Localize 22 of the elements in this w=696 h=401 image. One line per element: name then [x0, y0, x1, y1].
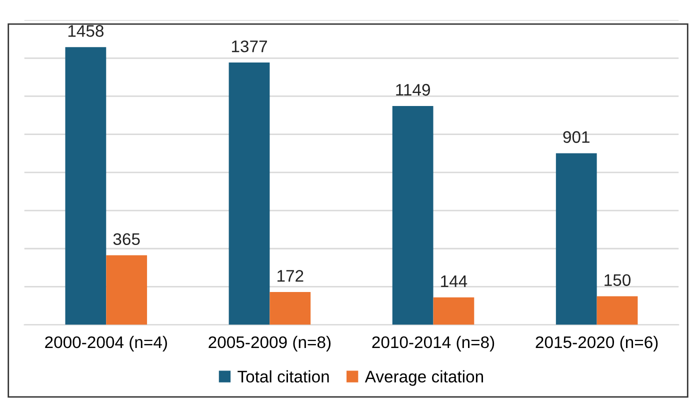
- x-tick-label: 2010-2014 (n=8): [372, 336, 494, 352]
- data-label: 365: [113, 233, 140, 246]
- x-tick-label: 2000-2004 (n=4): [45, 336, 167, 352]
- data-label: 150: [604, 274, 631, 286]
- x-tick-label: 2005-2009 (n=8): [208, 336, 331, 352]
- bar: [65, 47, 106, 325]
- bar: [556, 153, 597, 325]
- legend-label: Average citation: [364, 370, 483, 386]
- bar: [270, 292, 311, 325]
- bar: [392, 106, 434, 325]
- data-label: 144: [441, 276, 468, 287]
- bar: [596, 296, 638, 325]
- bar: [228, 62, 270, 325]
- legend-label: Total citation: [238, 370, 329, 383]
- data-label: 1149: [396, 84, 430, 96]
- data-label: 901: [563, 131, 590, 143]
- bar: [433, 297, 474, 325]
- data-label: 1458: [68, 25, 104, 37]
- bar: [106, 255, 148, 325]
- data-label: 172: [278, 270, 304, 282]
- data-label: 1377: [232, 40, 267, 52]
- x-tick-label: 2015-2020 (n=6): [536, 336, 658, 352]
